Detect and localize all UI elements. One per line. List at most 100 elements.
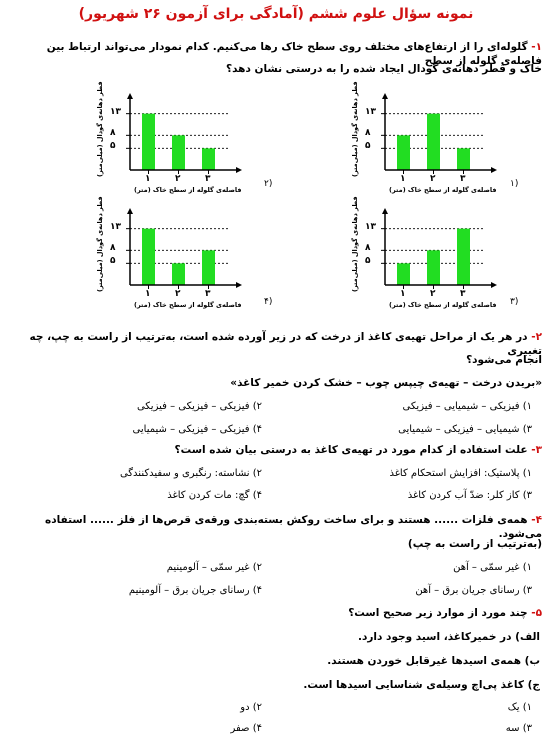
option-1[interactable]: ۱) فیزیکی – شیمیایی – فیزیکی: [402, 401, 532, 412]
x-axis-label: فاصله‌ی گلوله از سطح خاک (متر): [134, 186, 242, 194]
bar: [142, 113, 155, 170]
option-1[interactable]: ۱) یک: [507, 702, 532, 713]
y-axis-label: قطر دهانه‌ی گودال (میلی‌متر): [351, 196, 359, 292]
statement-c: ج) کاغذ پی‌اچ وسیله‌ی شناسایی اسیدها است…: [303, 679, 540, 691]
statement-a: الف) در خمیرکاغذ، اسید وجود دارد.: [357, 631, 540, 643]
page-title: نمونه سؤال علوم ششم (آمادگی برای آزمون ۲…: [78, 6, 474, 22]
bar: [397, 135, 410, 170]
x-axis-arrow: [236, 282, 242, 288]
y-tick-label: ۱۳: [110, 221, 121, 232]
y-axis-label: قطر دهانه‌ی گودال (میلی‌متر): [96, 196, 104, 292]
chart-svg: [381, 208, 497, 289]
option-2[interactable]: ۲) غیر سمّی – آلومینیم: [166, 562, 262, 573]
option-3[interactable]: ۳) سه: [505, 723, 532, 734]
x-tick-label: ۱: [145, 289, 151, 299]
x-tick-label: ۳: [460, 289, 466, 299]
y-tick-label: ۸: [110, 128, 116, 139]
x-tick-label: ۳: [205, 289, 211, 299]
question-number: ۵-: [531, 607, 542, 619]
option-3[interactable]: ۳) شیمیایی – فیزیکی – شیمیایی: [398, 424, 532, 435]
y-axis-label: قطر دهانه‌ی گودال (میلی‌متر): [96, 81, 104, 177]
x-tick-label: ۳: [460, 174, 466, 184]
chart-option-3-label: (۳: [510, 297, 519, 307]
statement-b: ب) همه‌ی اسیدها غیرقابل خوردن هستند.: [327, 655, 540, 667]
chart-option-2-label: (۲: [264, 179, 273, 189]
bar: [172, 135, 185, 170]
option-2[interactable]: ۲) فیزیکی – فیزیکی – فیزیکی: [136, 401, 262, 412]
x-axis-label: فاصله‌ی گلوله از سطح خاک (متر): [134, 301, 242, 309]
question-text: گلوله‌ای را از ارتفاع‌های مختلف روی سطح …: [46, 41, 542, 67]
question-2-line2: انجام می‌شود؟: [466, 354, 542, 366]
bar: [457, 148, 470, 170]
option-2[interactable]: ۲) نشاسته: رنگبری و سفیدکنندگی: [119, 468, 262, 479]
bar: [427, 113, 440, 170]
x-tick-label: ۲: [175, 289, 181, 299]
x-tick-label: ۱: [400, 289, 406, 299]
bar: [427, 250, 440, 285]
question-4: ۴- همه‌ی فلزات ...... هستند و برای ساخت …: [10, 513, 542, 541]
y-tick-label: ۱۳: [365, 221, 376, 232]
chart-option-1: ۵ ۸ ۱۳ ۱ ۲ ۳ قطر دهانه‌ی گودال (میلی‌متر) فاصله…: [345, 81, 505, 207]
y-tick-label: ۸: [365, 243, 371, 254]
y-axis-arrow: [382, 208, 388, 214]
question-number: ۴-: [531, 514, 542, 526]
option-2[interactable]: ۲) دو: [240, 702, 262, 713]
bar: [397, 263, 410, 285]
question-3: ۳- علت استفاده از کدام مورد در تهیه‌ی کا…: [10, 443, 542, 457]
x-axis-label: فاصله‌ی گلوله از سطح خاک (متر): [389, 301, 497, 309]
chart-option-4: ۵ ۸ ۱۳ ۱ ۲ ۳ قطر دهانه‌ی گودال (میلی‌متر) فاصله…: [90, 196, 250, 322]
question-text: همه‌ی فلزات ...... هستند و برای ساخت روک…: [45, 514, 542, 540]
option-4[interactable]: ۴) فیزیکی – فیزیکی – شیمیایی: [132, 424, 262, 435]
question-2-steps: «بریدن درخت – تهیه‌ی چیپس چوب – خشک کردن…: [230, 377, 542, 389]
x-tick-label: ۲: [175, 174, 181, 184]
y-tick-label: ۵: [365, 141, 371, 152]
question-4-sub: (به‌ترتیب از راست به چپ): [407, 538, 542, 550]
x-axis-arrow: [236, 167, 242, 173]
chart-option-4-label: (۴: [264, 297, 273, 307]
bar: [202, 250, 215, 285]
question-1-line2: خاک و قطر دهانه‌ی گودال ایجاد شده را به …: [226, 63, 542, 75]
bar: [142, 228, 155, 285]
y-tick-label: ۵: [110, 141, 116, 152]
y-tick-label: ۱۳: [365, 106, 376, 117]
chart-svg: [126, 208, 242, 289]
y-tick-label: ۸: [365, 128, 371, 139]
x-tick-label: ۱: [145, 174, 151, 184]
bar: [172, 263, 185, 285]
option-4[interactable]: ۴) گچ: مات کردن کاغذ: [167, 490, 262, 501]
y-tick-label: ۱۳: [110, 106, 121, 117]
chart-option-2: ۵ ۸ ۱۳ ۱ ۲ ۳ قطر دهانه‌ی گودال (میلی‌متر) فاصله…: [90, 81, 250, 207]
x-axis-label: فاصله‌ی گلوله از سطح خاک (متر): [389, 186, 497, 194]
question-5: ۵- چند مورد از موارد زیر صحیح است؟: [10, 606, 542, 620]
question-1: ۱- گلوله‌ای را از ارتفاع‌های مختلف روی س…: [10, 40, 542, 68]
x-axis-arrow: [491, 282, 497, 288]
y-tick-label: ۸: [110, 243, 116, 254]
question-number: ۲-: [531, 331, 542, 343]
x-tick-label: ۳: [205, 174, 211, 184]
y-tick-label: ۵: [365, 256, 371, 267]
option-3[interactable]: ۳) کاز کلر: ضدّ آب کردن کاغذ: [407, 490, 532, 501]
question-number: ۳-: [531, 444, 542, 456]
chart-option-1-label: (۱: [510, 179, 519, 189]
x-axis-arrow: [491, 167, 497, 173]
option-1[interactable]: ۱) غیر سمّی – آهن: [453, 562, 532, 573]
option-3[interactable]: ۳) رسانای جریان برق – آهن: [415, 585, 532, 596]
option-4[interactable]: ۴) صفر: [230, 723, 262, 734]
x-tick-label: ۲: [430, 289, 436, 299]
y-axis-arrow: [127, 93, 133, 99]
bar: [202, 148, 215, 170]
question-text: علت استفاده از کدام مورد در تهیه‌ی کاغذ …: [174, 444, 528, 456]
y-axis-arrow: [127, 208, 133, 214]
y-tick-label: ۵: [110, 256, 116, 267]
chart-svg: [381, 93, 497, 174]
chart-option-3: ۵ ۸ ۱۳ ۱ ۲ ۳ قطر دهانه‌ی گودال (میلی‌متر) فاصله…: [345, 196, 505, 322]
question-2: ۲- در هر یک از مراحل تهیه‌ی کاغذ از درخت…: [10, 330, 542, 358]
question-text: چند مورد از موارد زیر صحیح است؟: [348, 607, 528, 619]
y-axis-label: قطر دهانه‌ی گودال (میلی‌متر): [351, 81, 359, 177]
x-tick-label: ۲: [430, 174, 436, 184]
y-axis-arrow: [382, 93, 388, 99]
option-1[interactable]: ۱) پلاستیک: افزایش استحکام کاغذ: [389, 468, 532, 479]
x-tick-label: ۱: [400, 174, 406, 184]
option-4[interactable]: ۴) رسانای جریان برق – آلومینیم: [128, 585, 262, 596]
chart-svg: [126, 93, 242, 174]
